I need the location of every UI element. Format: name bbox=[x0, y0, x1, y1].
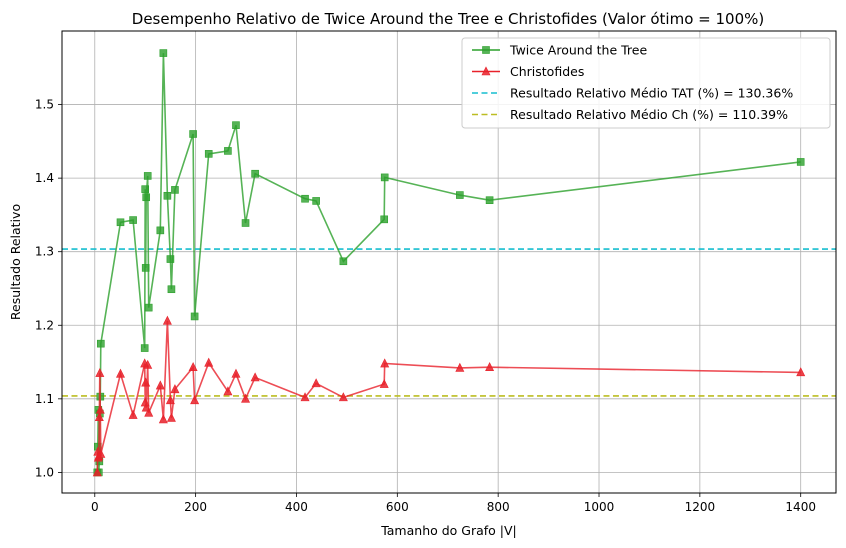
square-data-point bbox=[796, 158, 805, 166]
reference-lines bbox=[62, 248, 836, 397]
triangle-data-point bbox=[158, 414, 168, 424]
x-tick-label: 600 bbox=[386, 500, 409, 514]
triangle-data-point bbox=[116, 368, 125, 378]
triangle-data-point bbox=[144, 407, 154, 417]
square-data-point bbox=[144, 303, 153, 312]
square-data-point bbox=[129, 216, 137, 224]
x-axis-label: Tamanho do Grafo |V| bbox=[380, 523, 517, 538]
triangle-data-point bbox=[481, 66, 491, 76]
square-data-point bbox=[482, 46, 490, 54]
square-data-point bbox=[485, 196, 494, 205]
legend: Twice Around the Tree Christofides Resulta… bbox=[461, 37, 831, 129]
square-data-point bbox=[380, 173, 389, 182]
legend-label: Christofides bbox=[510, 64, 584, 79]
square-data-point bbox=[224, 147, 232, 155]
legend-box bbox=[461, 37, 831, 129]
square-data-point bbox=[141, 264, 150, 272]
y-tick-label: 1.4 bbox=[35, 171, 54, 185]
x-tick-label: 800 bbox=[487, 500, 510, 514]
triangle-data-point bbox=[379, 378, 389, 388]
square-data-point bbox=[163, 191, 172, 200]
triangle-data-point bbox=[796, 367, 806, 377]
square-data-point bbox=[204, 150, 213, 158]
legend-label: Resultado Relativo Médio Ch (%) = 110.39… bbox=[510, 107, 788, 122]
triangle-data-point bbox=[190, 395, 200, 405]
triangle-data-point bbox=[92, 467, 102, 477]
y-tick-label: 1.1 bbox=[35, 392, 54, 406]
triangle-data-point bbox=[338, 392, 348, 402]
legend-label: Twice Around the Tree bbox=[509, 43, 647, 58]
square-data-point bbox=[301, 194, 309, 203]
triangle-data-point bbox=[94, 412, 104, 422]
triangle-data-point bbox=[300, 392, 310, 402]
triangle-data-point bbox=[162, 315, 172, 325]
x-tick-label: 1000 bbox=[584, 500, 615, 514]
square-data-point bbox=[167, 285, 176, 294]
triangle-data-point bbox=[204, 357, 214, 367]
triangle-data-point bbox=[96, 448, 106, 458]
square-data-point bbox=[189, 130, 197, 138]
square-data-point bbox=[232, 121, 240, 129]
triangle-data-point bbox=[380, 358, 390, 368]
square-data-point bbox=[380, 215, 389, 224]
legend-label: Resultado Relativo Médio TAT (%) = 130.3… bbox=[510, 86, 793, 101]
chart-title: Desempenho Relativo de Twice Around the … bbox=[132, 10, 764, 28]
triangle-data-point bbox=[141, 377, 151, 387]
triangle-data-point bbox=[311, 378, 321, 388]
triangle-data-point bbox=[165, 395, 175, 405]
triangle-data-point bbox=[128, 409, 138, 419]
x-tick-label: 400 bbox=[285, 500, 308, 514]
square-data-point bbox=[166, 255, 175, 263]
y-tick-label: 1.3 bbox=[35, 245, 54, 259]
triangle-data-point bbox=[455, 362, 465, 372]
square-data-point bbox=[251, 169, 259, 178]
triangle-data-point bbox=[223, 386, 233, 396]
square-data-point bbox=[171, 186, 179, 194]
square-data-point bbox=[97, 339, 105, 348]
triangle-data-point bbox=[231, 368, 241, 378]
triangle-data-point bbox=[155, 380, 165, 390]
y-tick-label: 1.2 bbox=[35, 318, 54, 332]
series-line bbox=[96, 320, 801, 473]
square-data-point bbox=[143, 172, 152, 180]
square-data-point bbox=[190, 312, 199, 321]
triangle-data-point bbox=[241, 393, 251, 403]
triangle-data-point bbox=[170, 384, 180, 394]
x-tick-label: 200 bbox=[184, 500, 207, 514]
square-data-point bbox=[159, 49, 168, 57]
y-tick-label: 1.5 bbox=[35, 98, 54, 112]
square-data-point bbox=[456, 191, 464, 199]
x-tick-label: 1400 bbox=[785, 500, 816, 514]
square-data-point bbox=[141, 185, 149, 193]
square-data-point bbox=[142, 193, 151, 202]
square-data-point bbox=[339, 257, 348, 266]
data-series bbox=[92, 49, 806, 477]
square-data-point bbox=[116, 218, 125, 227]
square-data-point bbox=[156, 226, 165, 235]
triangle-data-point bbox=[95, 367, 105, 377]
plot-frame bbox=[61, 30, 837, 494]
triangle-data-point bbox=[188, 362, 198, 372]
x-axis-ticks: 0 200 400 600 800 1000 1200 1400 bbox=[91, 493, 816, 514]
triangle-data-point bbox=[143, 359, 153, 369]
x-tick-label: 0 bbox=[91, 500, 99, 514]
triangle-data-point bbox=[95, 404, 105, 414]
square-data-point bbox=[312, 197, 320, 205]
square-data-point bbox=[241, 219, 250, 227]
triangle-data-point bbox=[250, 372, 260, 382]
y-axis-label: Resultado Relativo bbox=[8, 204, 23, 320]
y-axis-ticks: 1.0 1.1 1.2 1.3 1.4 1.5 bbox=[35, 98, 62, 479]
triangle-data-point bbox=[166, 412, 176, 422]
square-data-point bbox=[140, 344, 149, 352]
x-tick-label: 1200 bbox=[685, 500, 716, 514]
y-tick-label: 1.0 bbox=[35, 465, 54, 479]
triangle-data-point bbox=[485, 362, 495, 372]
